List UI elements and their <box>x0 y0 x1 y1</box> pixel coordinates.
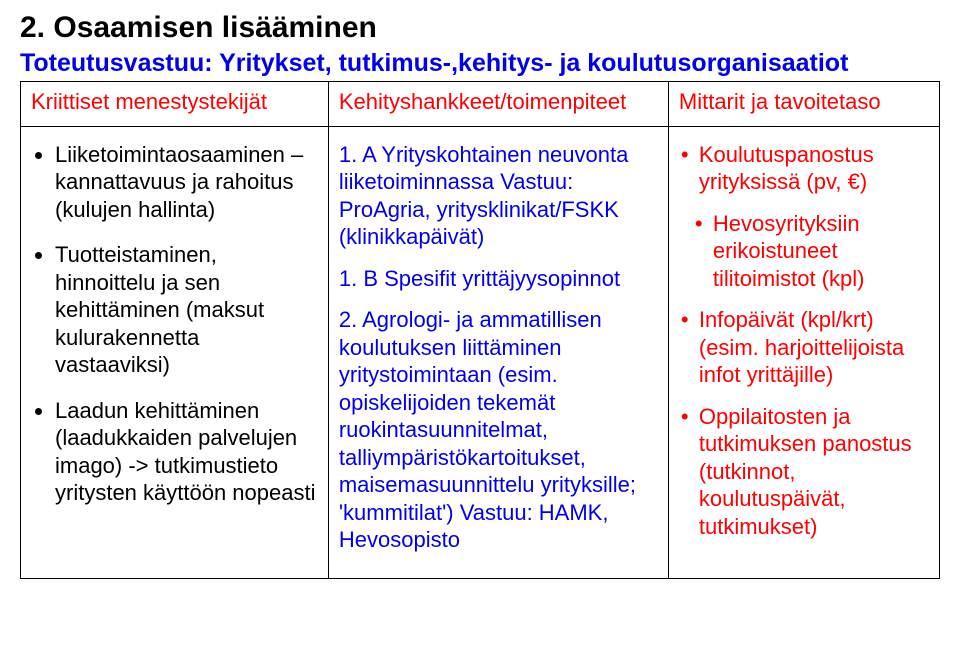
col2-para: 2. Agrologi- ja ammatillisen koulutuksen… <box>339 306 658 554</box>
col1-list: Liiketoimintaosaaminen – kannattavuus ja… <box>31 141 318 507</box>
main-table: Kriittiset menestystekijät Kehityshankke… <box>20 81 940 579</box>
page-title: 2. Osaamisen lisääminen <box>20 10 940 46</box>
col2-para: 1. A Yrityskohtainen neuvonta liiketoimi… <box>339 141 658 251</box>
list-item: Infopäivät (kpl/krt) (esim. harjoittelij… <box>685 306 929 389</box>
list-item: Liiketoimintaosaaminen – kannattavuus ja… <box>55 141 318 224</box>
list-item: Tuotteistaminen, hinnoittelu ja sen kehi… <box>55 241 318 379</box>
header-col3: Mittarit ja tavoitetaso <box>668 82 939 127</box>
page-root: 2. Osaamisen lisääminen Toteutusvastuu: … <box>0 0 960 599</box>
col2-para: 1. B Spesifit yrittäjyysopinnot <box>339 265 658 293</box>
cell-col2: 1. A Yrityskohtainen neuvonta liiketoimi… <box>328 126 668 578</box>
cell-col3: Koulutuspanostus yrityksissä (pv, €) Hev… <box>668 126 939 578</box>
col2-block: 1. A Yrityskohtainen neuvonta liiketoimi… <box>339 141 658 554</box>
header-col2: Kehityshankkeet/toimenpiteet <box>328 82 668 127</box>
page-subtitle: Toteutusvastuu: Yritykset, tutkimus-,keh… <box>20 48 940 79</box>
header-col1: Kriittiset menestystekijät <box>21 82 329 127</box>
list-item: Oppilaitosten ja tutkimuksen panostus (t… <box>685 403 929 541</box>
table-header-row: Kriittiset menestystekijät Kehityshankke… <box>21 82 940 127</box>
list-item: Hevosyrityksiin erikoistuneet tilitoimis… <box>699 210 929 293</box>
list-item: Koulutuspanostus yrityksissä (pv, €) <box>685 141 929 196</box>
cell-col1: Liiketoimintaosaaminen – kannattavuus ja… <box>21 126 329 578</box>
list-item: Laadun kehittäminen (laadukkaiden palvel… <box>55 397 318 507</box>
table-body-row: Liiketoimintaosaaminen – kannattavuus ja… <box>21 126 940 578</box>
col3-list: Koulutuspanostus yrityksissä (pv, €) Hev… <box>679 141 929 541</box>
